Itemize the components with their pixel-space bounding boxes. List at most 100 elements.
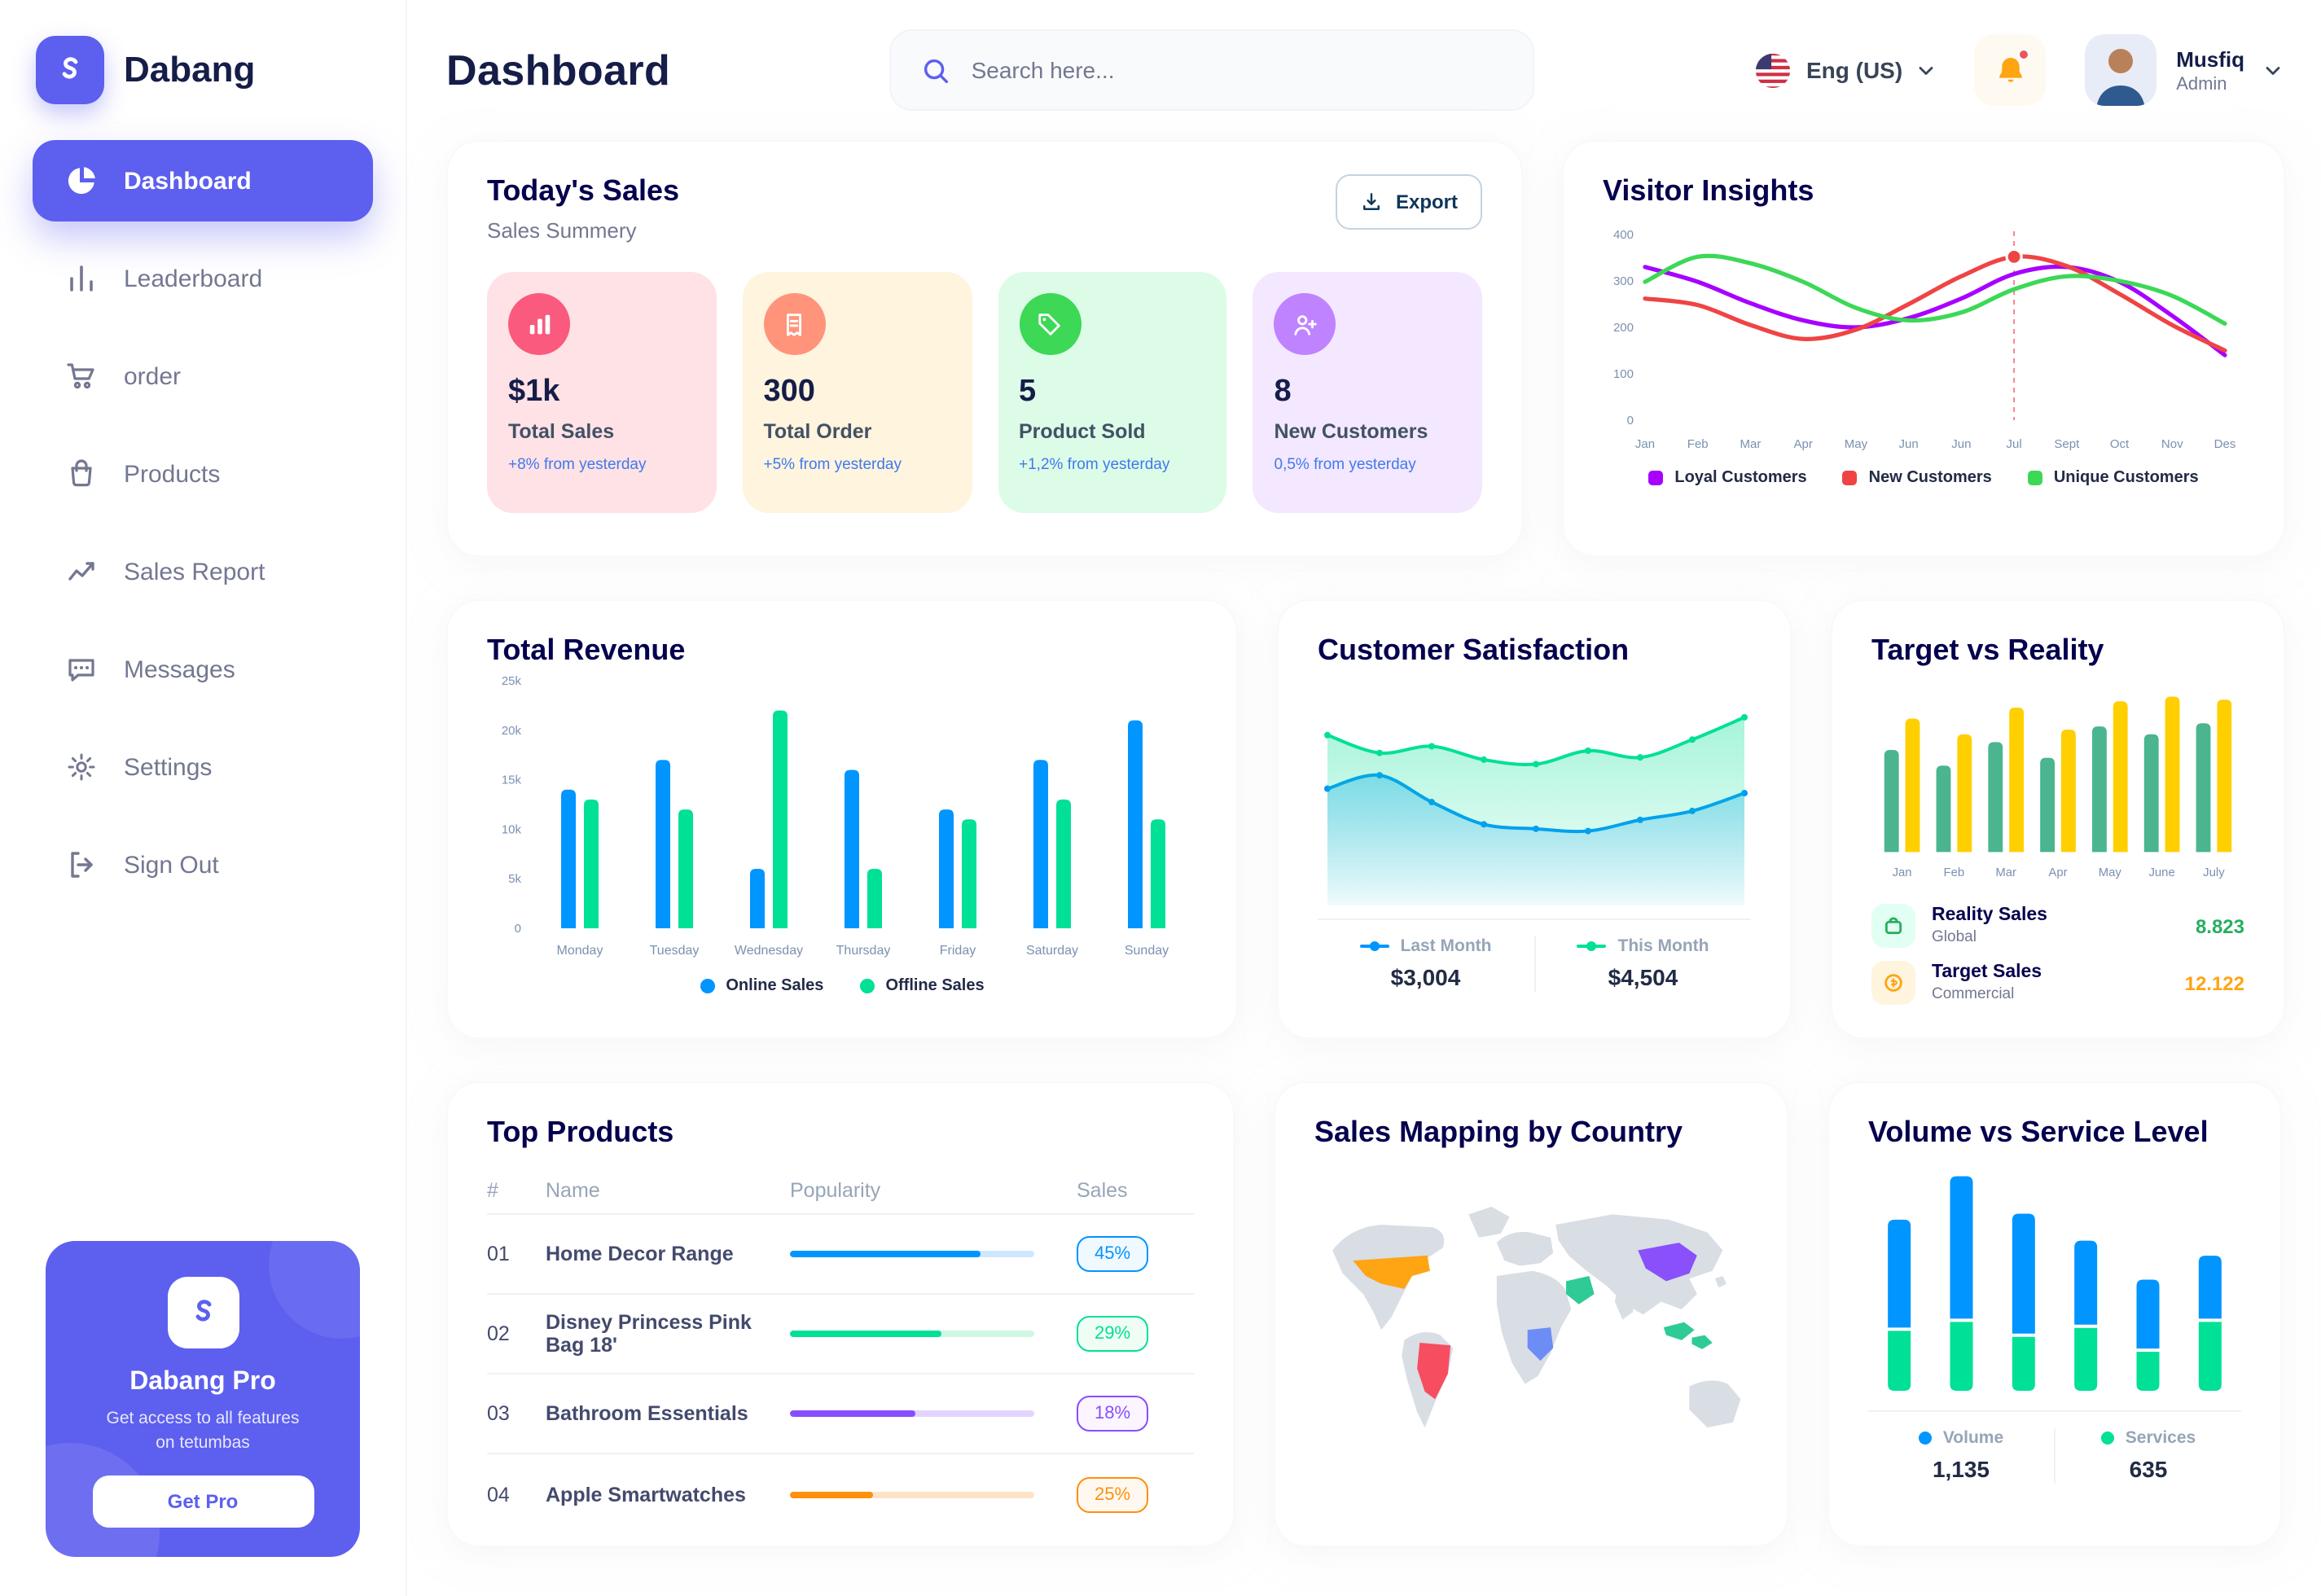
stat-delta: +5% from yesterday [763, 456, 902, 474]
stat-label: New Customers [1274, 420, 1428, 443]
legend-label: Loyal Customers [1674, 469, 1807, 487]
region-china [1638, 1243, 1697, 1282]
row-number: 02 [487, 1322, 510, 1345]
svg-text:Sept: Sept [2054, 437, 2080, 451]
world-map [1332, 1206, 1741, 1428]
stat-label: Total Sales [508, 420, 615, 443]
svg-text:100: 100 [1613, 367, 1634, 381]
svg-text:Jan: Jan [1893, 866, 1912, 879]
todays-sales-subtitle: Sales Summery [487, 218, 637, 243]
region-indonesia [1663, 1322, 1695, 1340]
legend-value: $3,004 [1390, 964, 1461, 990]
top-products-title: Top Products [487, 1116, 674, 1148]
chevron-down-icon [1917, 64, 1935, 76]
legend-sublabel: Commercial [1932, 985, 2015, 1003]
svg-text:Jul: Jul [2006, 437, 2021, 451]
notifications-button[interactable] [1974, 34, 2047, 106]
sidebar-item-label: Products [124, 460, 221, 488]
customer-satisfaction-chart [1324, 713, 1748, 905]
stat-delta: +8% from yesterday [508, 456, 647, 474]
sidebar-item-sales-report[interactable]: Sales Report [33, 531, 373, 612]
product-name: Home Decor Range [546, 1243, 734, 1265]
pro-card-subtitle: Get access to all features on tetumbas [106, 1408, 300, 1453]
region-saudi-arabia [1565, 1276, 1595, 1304]
get-pro-button[interactable]: Get Pro [92, 1475, 314, 1528]
sidebar-item-order[interactable]: order [33, 335, 373, 417]
sidebar-item-settings[interactable]: Settings [33, 726, 373, 808]
total-sales-card: $1k Total Sales +8% from yesterday [487, 272, 717, 513]
svg-text:Friday: Friday [940, 944, 976, 958]
legend-item: Loyal Customers [1648, 469, 1807, 487]
sidebar-item-products[interactable]: Products [33, 433, 373, 515]
popularity-fill-0 [790, 1251, 981, 1257]
stat-delta: 0,5% from yesterday [1274, 456, 1416, 474]
legend-label: Unique Customers [2053, 469, 2199, 487]
legend-item: Online Sales [700, 977, 823, 995]
sales-summary-cards: $1k Total Sales +8% from yesterday 300 T… [487, 272, 1482, 513]
legend-item: Offline Sales [859, 977, 985, 995]
language-selector[interactable]: Eng (US) [1754, 51, 1935, 89]
svg-text:20k: 20k [502, 724, 522, 738]
table-row: 04 Apple Smartwatches 25% [487, 1454, 1194, 1534]
legend-swatch [700, 979, 715, 993]
app-name: Dabang [124, 49, 256, 90]
sidebar-item-label: Sign Out [124, 851, 219, 879]
dabang-pro-logo-icon [167, 1276, 239, 1348]
svg-text:Tuesday: Tuesday [650, 944, 700, 958]
legend-label: Reality Sales [1932, 905, 2047, 925]
svg-text:July: July [2203, 866, 2225, 879]
sidebar-item-messages[interactable]: Messages [33, 629, 373, 710]
stat-label: Total Order [763, 420, 872, 443]
top-products-table: # Name Popularity Sales 01 Home Decor Ra… [487, 1166, 1194, 1534]
legend-swatch [2027, 471, 2042, 485]
todays-sales-card: Today's Sales Sales Summery Export $1k T [446, 140, 1523, 557]
export-button[interactable]: Export [1335, 174, 1482, 230]
popularity-fill-1 [790, 1331, 941, 1337]
sidebar-item-dashboard[interactable]: Dashboard [33, 140, 373, 221]
receipt-icon [763, 293, 826, 355]
legend-label: Volume [1942, 1428, 2004, 1448]
svg-text:0: 0 [515, 922, 521, 936]
search-input[interactable] [971, 57, 1504, 83]
user-role: Admin [2176, 74, 2227, 94]
sidebar-item-sign-out[interactable]: Sign Out [33, 824, 373, 905]
total-revenue-title: Total Revenue [487, 634, 686, 666]
bar-chart-icon [65, 262, 98, 295]
row-number: 04 [487, 1483, 510, 1506]
legend-label: Last Month [1400, 936, 1492, 956]
divider [2054, 1427, 2056, 1483]
sales-mapping-card: Sales Mapping by Country [1274, 1081, 1788, 1547]
profile-menu[interactable]: Musfiq Admin [2085, 34, 2282, 106]
sales-badge-1: 29% [1077, 1316, 1148, 1352]
legend-sublabel: Global [1932, 928, 1977, 946]
col-header: # [487, 1178, 498, 1201]
region-indonesia [1691, 1335, 1713, 1349]
visitor-insights-title: Visitor Insights [1603, 174, 1814, 207]
svg-text:Nov: Nov [2161, 437, 2183, 451]
top-products-card: Top Products # Name Popularity Sales 01 … [446, 1081, 1235, 1547]
legend-label: Online Sales [726, 977, 824, 995]
target-vs-reality-title: Target vs Reality [1871, 634, 2104, 666]
popularity-track-2 [790, 1410, 1034, 1417]
divider [1318, 919, 1751, 920]
todays-sales-title: Today's Sales [487, 174, 680, 207]
customer-satisfaction-title: Customer Satisfaction [1318, 634, 1630, 666]
search-bar [889, 29, 1535, 111]
legend-swatch [1842, 471, 1858, 485]
tag-icon [1019, 293, 1081, 355]
bell-icon [1993, 53, 2027, 87]
legend-item: Services 635 [2056, 1425, 2241, 1485]
legend-label: Target Sales [1932, 962, 2042, 982]
popularity-track-0 [790, 1251, 1034, 1257]
export-label: Export [1395, 191, 1458, 213]
total-revenue-legend: Online Sales Offline Sales [487, 977, 1197, 995]
svg-text:200: 200 [1613, 321, 1634, 335]
svg-text:Apr: Apr [1794, 437, 1813, 451]
sidebar-item-leaderboard[interactable]: Leaderboard [33, 238, 373, 319]
region-congo [1527, 1327, 1554, 1361]
svg-text:Des: Des [2214, 437, 2236, 451]
sales-badge-0: 45% [1077, 1236, 1148, 1272]
svg-text:Jun: Jun [1899, 437, 1919, 451]
svg-text:May: May [2099, 866, 2122, 879]
legend-swatch [859, 979, 875, 993]
